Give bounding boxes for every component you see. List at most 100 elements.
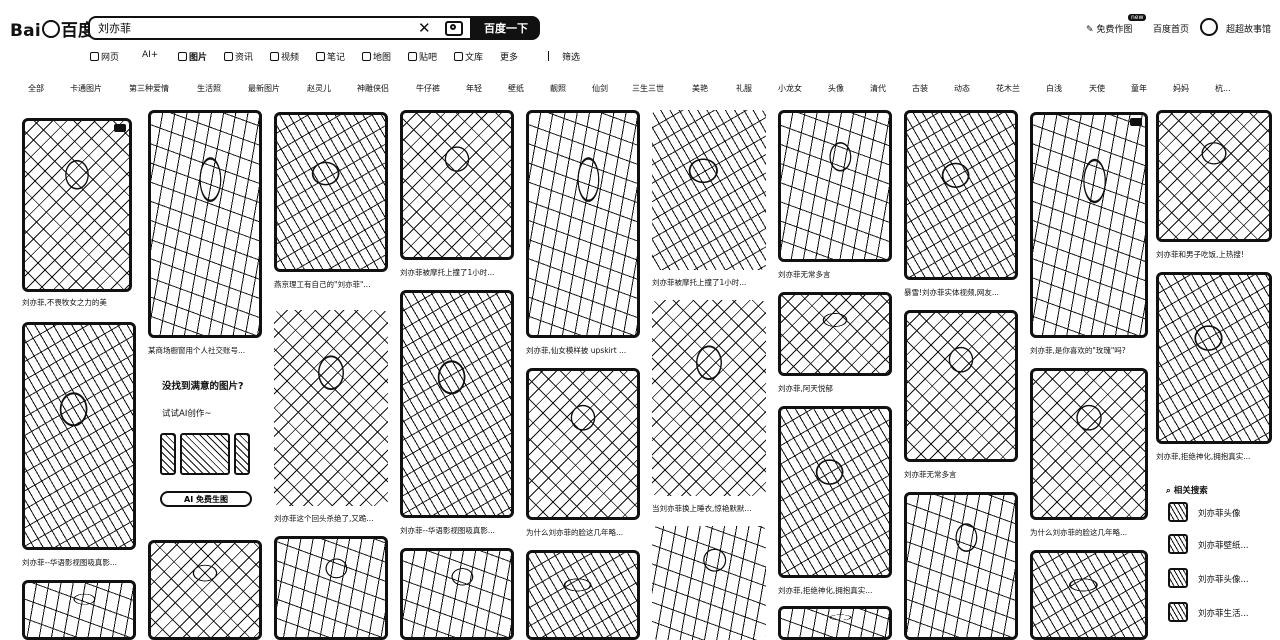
image-caption[interactable]: 刘亦菲被摩托上撞了1小时... [400,268,495,277]
category-chip[interactable]: 动态 [954,84,970,93]
search-button[interactable]: 百度一下 [472,16,540,40]
category-chip[interactable]: 卡通图片 [70,84,102,93]
search-input[interactable] [88,16,472,40]
image-result[interactable] [778,406,892,578]
ai-image-link[interactable]: ✎ 免费作图 [1086,22,1132,35]
close-icon[interactable]: ✕ [418,19,431,37]
image-result[interactable] [526,550,640,640]
image-caption[interactable]: 刘亦菲,是你喜欢的"玫瑰"吗? [1030,346,1126,355]
image-caption[interactable]: 刘亦菲,拒绝神化,拥抱真实... [1156,452,1251,461]
image-result[interactable] [652,110,766,270]
image-result[interactable] [1156,110,1272,242]
tab-news[interactable]: 资讯 [224,50,253,63]
image-result[interactable] [652,526,766,640]
related-item[interactable]: 刘亦菲生活... [1166,602,1276,624]
baidu-logo[interactable]: Bai 百度 [10,16,95,41]
image-caption[interactable]: 刘亦菲,不畏牧女之力的美 [22,298,107,307]
image-result[interactable] [1030,550,1148,640]
category-chip[interactable]: 花木兰 [996,84,1020,93]
image-result[interactable] [904,310,1018,462]
category-chip[interactable]: 古装 [912,84,928,93]
category-chip[interactable]: 礼服 [736,84,752,93]
category-chip[interactable]: 三生三世 [632,84,664,93]
image-caption[interactable]: 刘亦菲,阿天悦郁 [778,384,833,393]
image-result[interactable] [148,540,262,640]
image-result[interactable] [22,118,132,292]
avatar[interactable] [1200,18,1218,36]
image-result[interactable] [1030,112,1148,338]
category-chip[interactable]: 生活照 [197,84,221,93]
image-caption[interactable]: 为什么刘亦菲的脸这几年略... [1030,528,1128,537]
image-result[interactable] [148,110,262,338]
image-result[interactable] [274,112,388,272]
image-caption[interactable]: 为什么刘亦菲的脸这几年略... [526,528,624,537]
tab-images[interactable]: 图片 [178,50,207,63]
related-item[interactable]: 刘亦菲头像 [1166,502,1276,524]
category-chip[interactable]: 牛仔裤 [416,84,440,93]
related-item[interactable]: 刘亦菲壁纸... [1166,534,1276,556]
category-chip[interactable]: 年轻 [466,84,482,93]
image-result[interactable] [904,492,1018,640]
category-chip[interactable]: 清代 [870,84,886,93]
filter-button[interactable]: 筛选 [562,50,580,63]
image-result[interactable] [1030,368,1148,520]
tab-more[interactable]: 更多 [500,50,518,63]
tab-map[interactable]: 地图 [362,50,391,63]
category-chip[interactable]: 赵灵儿 [307,84,331,93]
image-result[interactable] [22,580,136,640]
image-result[interactable] [1156,272,1272,444]
category-chip[interactable]: 第三种爱情 [129,84,169,93]
category-chip[interactable]: 童年 [1131,84,1147,93]
tab-tieba[interactable]: 贴吧 [408,50,437,63]
category-chip[interactable]: 全部 [28,84,44,93]
image-caption[interactable]: 刘亦菲和男子吃饭,上热搜! [1156,250,1244,259]
username[interactable]: 超超故事馆 [1226,25,1272,35]
camera-icon[interactable] [445,21,463,36]
ai-generate-button[interactable]: AI 免费生图 [160,491,252,507]
image-result[interactable] [400,548,514,640]
image-caption[interactable]: 当刘亦菲换上睡衣,惊艳默默... [652,504,752,513]
image-caption[interactable]: 刘亦菲无常多言 [778,270,831,279]
category-chip[interactable]: 小龙女 [778,84,802,93]
category-chip[interactable]: 头像 [828,84,844,93]
category-chip[interactable]: 壁纸 [508,84,524,93]
category-chip[interactable]: 最新图片 [248,84,280,93]
image-result[interactable] [904,110,1018,280]
category-chip[interactable]: 杭... [1215,84,1231,93]
image-caption[interactable]: 刘亦菲--华语影视图吸真影... [22,558,118,567]
image-result[interactable] [22,322,136,550]
tab-ai[interactable]: AI+ [142,50,158,60]
tab-notes[interactable]: 笔记 [316,50,345,63]
category-chip[interactable]: 白浅 [1046,84,1062,93]
image-caption[interactable]: 刘亦菲,拒绝神化,拥抱真实... [778,586,873,595]
image-caption[interactable]: 某商场橱窗用个人社交账号... [148,346,246,355]
image-result[interactable] [526,368,640,520]
image-result[interactable] [526,110,640,338]
image-result[interactable] [652,300,766,496]
image-caption[interactable]: 刘亦菲被摩托上撞了1小时... [652,278,747,287]
category-chip[interactable]: 天使 [1089,84,1105,93]
image-result[interactable] [778,292,892,376]
image-result[interactable] [778,110,892,262]
image-caption[interactable]: 燕京理工有自己的"刘亦菲"... [274,280,371,289]
image-result[interactable] [778,606,892,640]
category-chip[interactable]: 靓照 [550,84,566,93]
image-result[interactable] [400,290,514,518]
related-item[interactable]: 刘亦菲头像... [1166,568,1276,590]
tab-wenku[interactable]: 文库 [454,50,483,63]
image-caption[interactable]: 暴雪!刘亦菲实体视频,网友... [904,288,1000,297]
image-caption[interactable]: 刘亦菲无常多言 [904,470,957,479]
image-result[interactable] [400,110,514,260]
category-chip[interactable]: 仙剑 [592,84,608,93]
image-caption[interactable]: 刘亦菲--华语影视图吸真影... [400,526,496,535]
tab-web[interactable]: 网页 [90,50,119,63]
tab-video[interactable]: 视频 [270,50,299,63]
category-chip[interactable]: 妈妈 [1173,84,1189,93]
baidu-home-link[interactable]: 百度首页 [1153,25,1190,35]
category-chip[interactable]: 神雕侠侣 [357,84,389,93]
image-caption[interactable]: 刘亦菲,仙女模样披 upskirt ... [526,346,627,355]
image-caption[interactable]: 刘亦菲这个回头杀绝了,又跪... [274,514,374,523]
image-result[interactable] [274,310,388,506]
category-chip[interactable]: 美艳 [692,84,708,93]
image-result[interactable] [274,536,388,640]
